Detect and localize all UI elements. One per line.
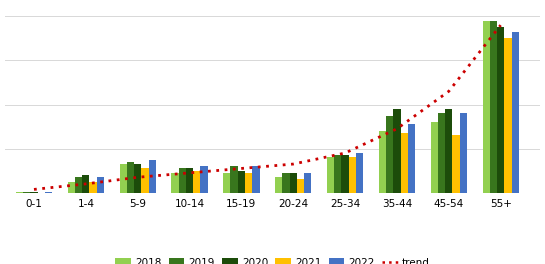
- Bar: [282, 173, 289, 193]
- Bar: [134, 164, 141, 193]
- Bar: [231, 166, 238, 193]
- Legend: 2018, 2019, 2020, 2021, 2022, trend: 2018, 2019, 2020, 2021, 2022, trend: [111, 253, 434, 264]
- Bar: [349, 157, 356, 193]
- Bar: [275, 177, 282, 193]
- Bar: [193, 171, 201, 193]
- Bar: [490, 21, 497, 193]
- Bar: [452, 135, 459, 193]
- Bar: [393, 109, 401, 193]
- Bar: [245, 173, 252, 193]
- Bar: [356, 153, 364, 193]
- Bar: [89, 182, 96, 193]
- Bar: [504, 38, 512, 193]
- Bar: [289, 173, 297, 193]
- Bar: [459, 113, 467, 193]
- Bar: [408, 124, 415, 193]
- Bar: [23, 192, 31, 193]
- Bar: [201, 166, 208, 193]
- Bar: [379, 131, 386, 193]
- Bar: [445, 109, 452, 193]
- Bar: [68, 182, 75, 193]
- Bar: [334, 155, 342, 193]
- Bar: [482, 21, 490, 193]
- Bar: [342, 155, 349, 193]
- Bar: [297, 180, 304, 193]
- Bar: [512, 32, 519, 193]
- Bar: [327, 157, 334, 193]
- Bar: [82, 175, 89, 193]
- Bar: [238, 171, 245, 193]
- Bar: [186, 168, 193, 193]
- Bar: [431, 122, 438, 193]
- Bar: [141, 168, 149, 193]
- Bar: [438, 113, 445, 193]
- Bar: [223, 173, 231, 193]
- Bar: [386, 116, 393, 193]
- Bar: [304, 173, 311, 193]
- Bar: [179, 168, 186, 193]
- Bar: [149, 160, 156, 193]
- Bar: [127, 162, 134, 193]
- Bar: [96, 177, 104, 193]
- Bar: [252, 166, 259, 193]
- Bar: [75, 177, 82, 193]
- Bar: [401, 133, 408, 193]
- Bar: [16, 192, 23, 193]
- Bar: [171, 173, 179, 193]
- Bar: [31, 192, 38, 193]
- Bar: [119, 164, 127, 193]
- Bar: [45, 192, 52, 193]
- Bar: [497, 27, 504, 193]
